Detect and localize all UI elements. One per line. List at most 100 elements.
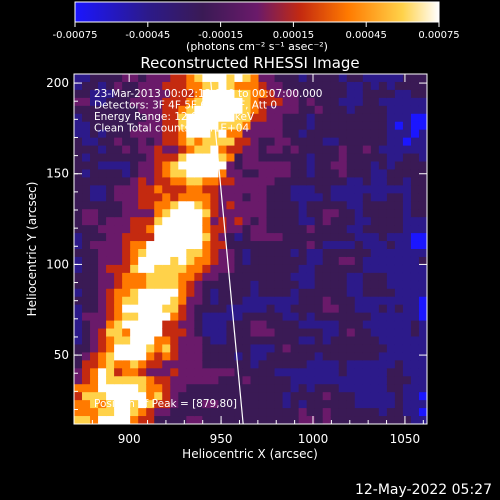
heatmap-cell [338, 352, 348, 361]
heatmap-cell [202, 416, 211, 424]
heatmap-cell [138, 312, 147, 322]
y-tick-label: 100 [46, 257, 69, 271]
heatmap-cell [242, 74, 252, 83]
heatmap-cell [178, 256, 187, 266]
heatmap-cell [322, 185, 332, 194]
heatmap-cell [354, 89, 364, 99]
heatmap-cell [130, 312, 139, 322]
heatmap-cell [154, 416, 163, 424]
colorbar [74, 1, 440, 23]
heatmap-cell [138, 209, 147, 218]
heatmap-cell [362, 177, 372, 186]
heatmap-cell [170, 400, 179, 409]
heatmap-cell [242, 296, 252, 306]
heatmap-cell [130, 169, 139, 179]
heatmap-cell [386, 256, 396, 266]
heatmap-cell [362, 264, 372, 274]
heatmap-cell [354, 280, 364, 290]
heatmap-cell [82, 360, 91, 369]
heatmap-cell [210, 161, 220, 171]
heatmap-cell [266, 304, 276, 314]
heatmap-cell [146, 137, 155, 147]
heatmap-cell [210, 328, 220, 338]
heatmap-cell [338, 368, 348, 377]
heatmap-cell [202, 249, 211, 258]
heatmap-cell [274, 153, 284, 163]
heatmap-cell [218, 137, 228, 147]
heatmap-cell [338, 209, 348, 218]
heatmap-cell [234, 129, 244, 139]
heatmap-cell [122, 320, 131, 330]
heatmap-cell [330, 217, 340, 226]
heatmap-cell [346, 256, 356, 266]
heatmap-cell [82, 113, 91, 123]
heatmap-cell [178, 209, 187, 218]
heatmap-cell [386, 336, 396, 346]
heatmap-cell [362, 153, 372, 163]
heatmap-cell [378, 129, 388, 139]
heatmap-cell [194, 264, 203, 274]
heatmap-cell [162, 217, 171, 226]
heatmap-cell [226, 209, 236, 218]
heatmap-cell [298, 74, 308, 83]
heatmap-cell [266, 368, 276, 377]
heatmap-cell [170, 137, 179, 147]
heatmap-cell [106, 264, 115, 274]
heatmap-cell [394, 137, 404, 147]
heatmap-cell [362, 225, 372, 234]
heatmap-cell [242, 360, 252, 369]
heatmap-cell [402, 97, 412, 107]
heatmap-cell [202, 376, 211, 385]
heatmap-cell [74, 400, 83, 409]
heatmap-cell [338, 296, 348, 306]
heatmap-cell [114, 81, 123, 91]
heatmap-cell [418, 113, 427, 123]
heatmap-cell [370, 336, 380, 346]
heatmap-cell [138, 97, 147, 107]
heatmap-cell [338, 328, 348, 338]
heatmap-cell [418, 153, 427, 163]
heatmap-cell [162, 376, 171, 385]
heatmap-cell [266, 113, 276, 123]
heatmap-cell [146, 328, 155, 338]
heatmap-cell [258, 185, 268, 194]
heatmap-cell [178, 137, 187, 147]
heatmap-cell [282, 169, 292, 179]
colorbar-tick-label: -0.00045 [125, 30, 170, 41]
heatmap-cell [242, 201, 252, 210]
heatmap-cell [114, 360, 123, 369]
heatmap-cell [114, 416, 123, 424]
heatmap-cell [394, 249, 404, 258]
heatmap-cell [322, 336, 332, 346]
heatmap-cell [258, 169, 268, 179]
heatmap-cell [274, 264, 284, 274]
heatmap-cell [402, 408, 412, 417]
heatmap-cell [106, 74, 115, 83]
heatmap-cell [154, 272, 163, 282]
heatmap-cell [138, 288, 147, 298]
heatmap-cell [234, 225, 244, 234]
heatmap-cell [170, 249, 179, 258]
heatmap-cell [370, 368, 380, 377]
heatmap-cell [290, 336, 300, 346]
heatmap-cell [114, 392, 123, 401]
heatmap-cell [210, 312, 220, 322]
heatmap-cell [210, 233, 220, 242]
heatmap-cell [362, 97, 372, 107]
heatmap-cell [346, 384, 356, 393]
heatmap-cell [290, 113, 300, 123]
heatmap-cell [146, 400, 155, 409]
heatmap-cell [314, 74, 324, 83]
heatmap-cell [386, 249, 396, 258]
heatmap-cell [114, 320, 123, 330]
heatmap-cell [338, 288, 348, 298]
heatmap-cell [394, 280, 404, 290]
heatmap-cell [322, 97, 332, 107]
heatmap-cell [346, 217, 356, 226]
colorbar-tick-label: 0.00075 [418, 30, 459, 41]
heatmap-cell [298, 360, 308, 369]
heatmap-cell [394, 81, 404, 91]
heatmap-cell [106, 408, 115, 417]
heatmap-cell [418, 344, 427, 354]
heatmap-cell [266, 320, 276, 330]
